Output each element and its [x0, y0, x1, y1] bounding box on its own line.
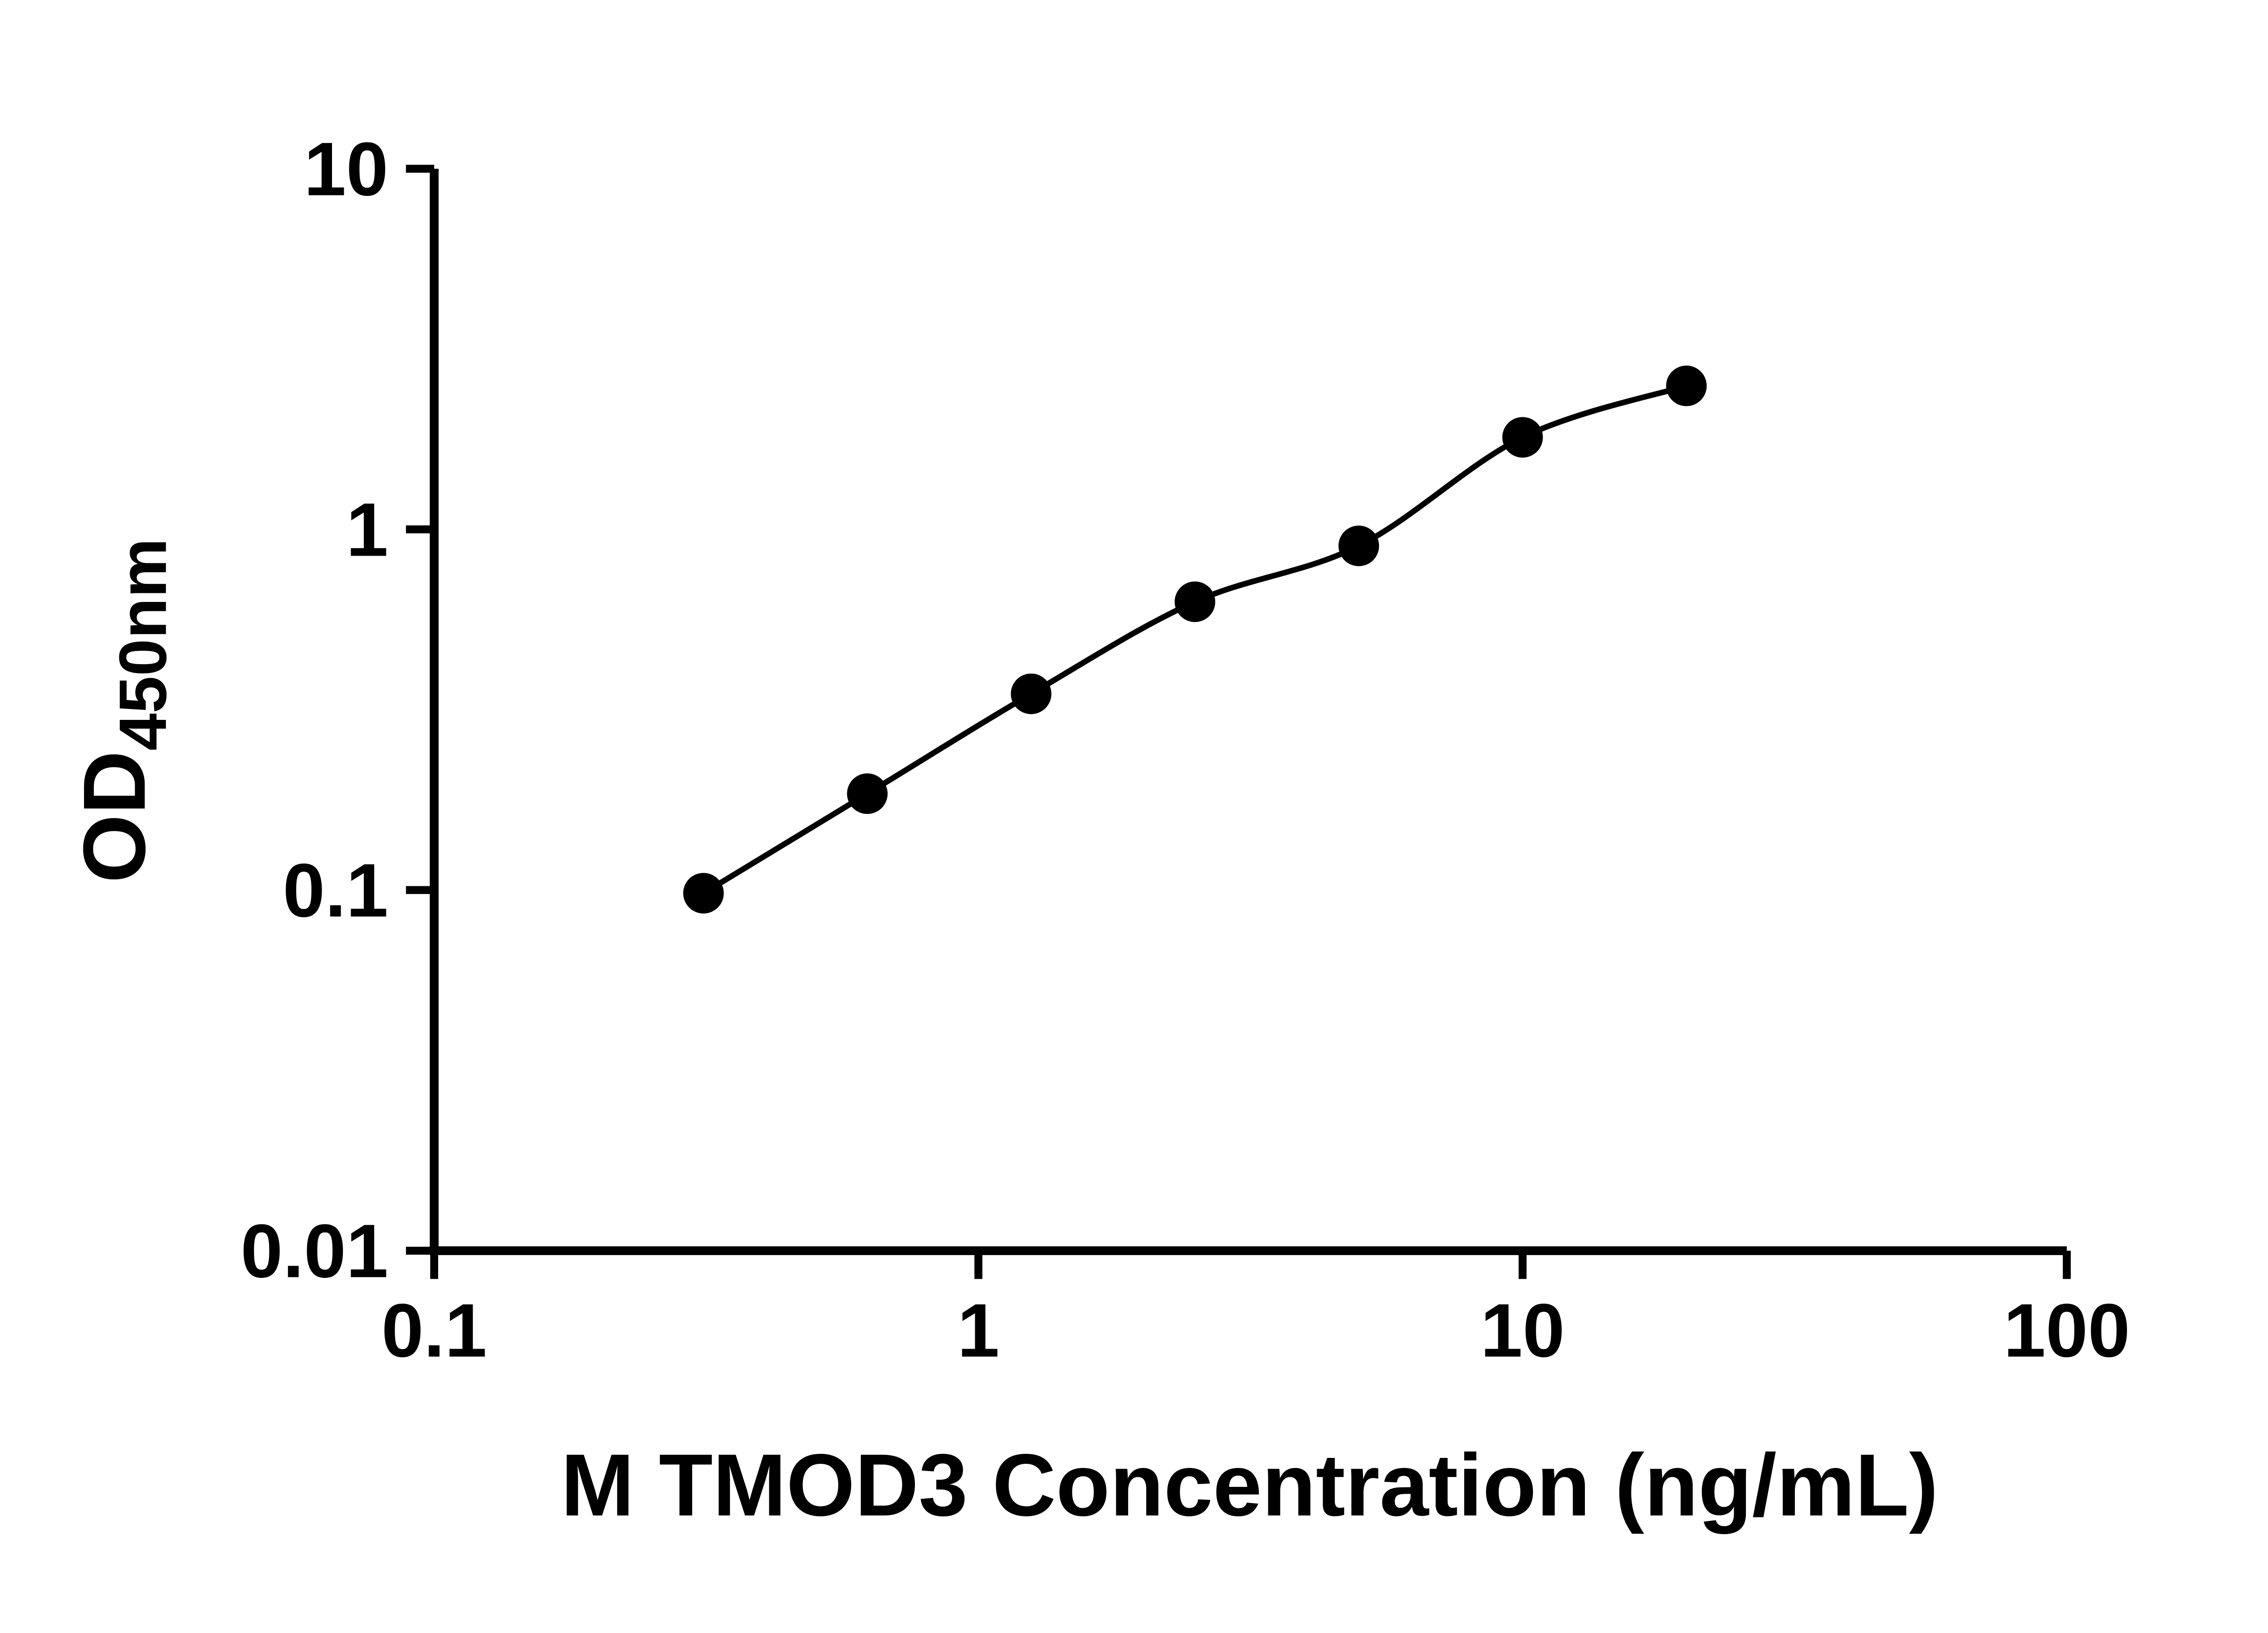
y-axis-title-main: OD	[65, 751, 164, 883]
x-tick-label: 10	[1481, 1289, 1565, 1373]
y-tick-label: 1	[346, 488, 388, 572]
plot-area	[683, 365, 1707, 914]
x-tick-label: 1	[957, 1289, 999, 1373]
data-point	[847, 773, 888, 814]
data-point	[1502, 417, 1543, 458]
tick-marks	[406, 165, 2071, 1279]
data-point	[1338, 525, 1379, 567]
y-tick-label: 10	[304, 127, 388, 211]
x-tick-label: 100	[2004, 1289, 2130, 1373]
x-axis-title: M TMOD3 Concentration (ng/mL)	[561, 1436, 1938, 1535]
y-axis-title: OD450nm	[65, 538, 181, 883]
data-point	[683, 873, 724, 914]
data-point	[1011, 673, 1051, 714]
y-axis-title-subscript: 450nm	[106, 538, 181, 750]
y-tick-label: 0.1	[283, 848, 388, 933]
data-point	[1666, 365, 1707, 406]
chart-background	[0, 22, 2268, 1611]
y-tick-label: 0.01	[240, 1209, 388, 1294]
data-point	[1174, 581, 1216, 622]
x-tick-label: 0.1	[381, 1289, 487, 1373]
